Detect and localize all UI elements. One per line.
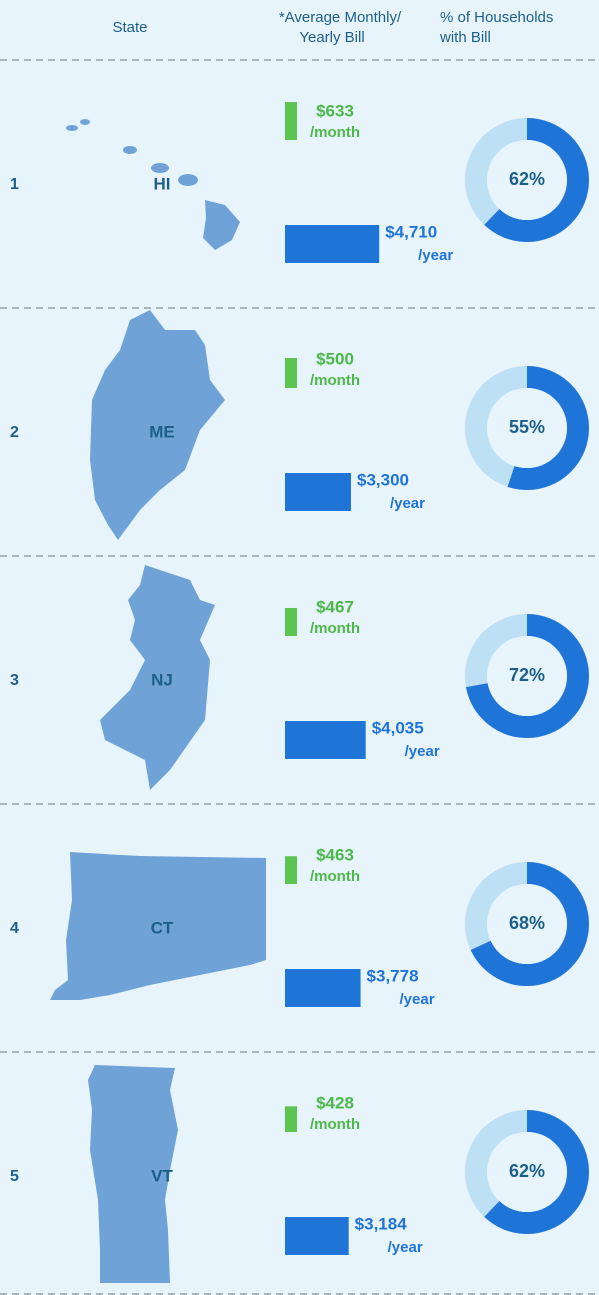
year-unit: /year xyxy=(390,495,425,512)
yearly-bar xyxy=(285,1217,349,1255)
donut-hole xyxy=(487,388,567,468)
donut-arc xyxy=(465,118,589,242)
monthly-bar xyxy=(285,607,297,636)
pct-label: 68% xyxy=(509,913,545,933)
donut-arc xyxy=(465,614,589,738)
year-unit: /year xyxy=(418,247,453,264)
donut-arc xyxy=(465,862,589,986)
pct-label: 62% xyxy=(509,169,545,189)
year-unit: /year xyxy=(400,991,435,1008)
yearly-label: $4,710 xyxy=(385,222,437,241)
map-hi xyxy=(66,119,240,250)
monthly-label: $428 xyxy=(316,1093,354,1112)
monthly-bar xyxy=(285,1106,297,1132)
state-code: ME xyxy=(149,422,175,441)
rank: 3 xyxy=(10,672,19,689)
donut-hole xyxy=(487,1132,567,1212)
month-unit: /month xyxy=(310,124,360,141)
year-unit: /year xyxy=(388,1239,423,1256)
month-unit: /month xyxy=(310,868,360,885)
donut-hole xyxy=(487,636,567,716)
rank: 5 xyxy=(10,1168,19,1185)
donut-arc xyxy=(465,1110,589,1234)
rank: 4 xyxy=(10,920,19,937)
map-ct xyxy=(50,852,266,1000)
map-me xyxy=(90,310,225,540)
donut-hole xyxy=(487,140,567,220)
yearly-label: $3,300 xyxy=(357,470,409,489)
donut-hole xyxy=(487,884,567,964)
donut-arc xyxy=(465,366,589,490)
map-vt xyxy=(88,1065,178,1283)
header-bill: Yearly Bill xyxy=(299,29,364,46)
pct-label: 72% xyxy=(509,665,545,685)
yearly-label: $4,035 xyxy=(372,718,424,737)
pct-label: 55% xyxy=(509,417,545,437)
header-pct: % of Households xyxy=(440,9,553,26)
monthly-bar xyxy=(285,856,297,884)
month-unit: /month xyxy=(310,372,360,389)
yearly-bar xyxy=(285,473,351,511)
rank: 2 xyxy=(10,424,19,441)
yearly-label: $3,184 xyxy=(355,1214,408,1233)
map-nj xyxy=(100,565,215,790)
monthly-label: $500 xyxy=(316,349,354,368)
state-code: CT xyxy=(151,918,174,937)
monthly-label: $467 xyxy=(316,597,354,616)
pct-label: 62% xyxy=(509,1161,545,1181)
monthly-bar xyxy=(285,358,297,388)
year-unit: /year xyxy=(405,743,440,760)
month-unit: /month xyxy=(310,620,360,637)
month-unit: /month xyxy=(310,1116,360,1133)
header-bill: *Average Monthly/ xyxy=(279,9,402,26)
yearly-bar xyxy=(285,969,361,1007)
state-code: VT xyxy=(151,1166,173,1185)
state-code: NJ xyxy=(151,670,173,689)
rank: 1 xyxy=(10,176,19,193)
header-state: State xyxy=(112,19,147,36)
header-pct: with Bill xyxy=(439,29,491,46)
state-code: HI xyxy=(154,174,171,193)
monthly-label: $633 xyxy=(316,101,354,120)
yearly-bar xyxy=(285,721,366,759)
monthly-label: $463 xyxy=(316,845,354,864)
monthly-bar xyxy=(285,102,297,140)
yearly-label: $3,778 xyxy=(367,966,419,985)
yearly-bar xyxy=(285,225,380,263)
